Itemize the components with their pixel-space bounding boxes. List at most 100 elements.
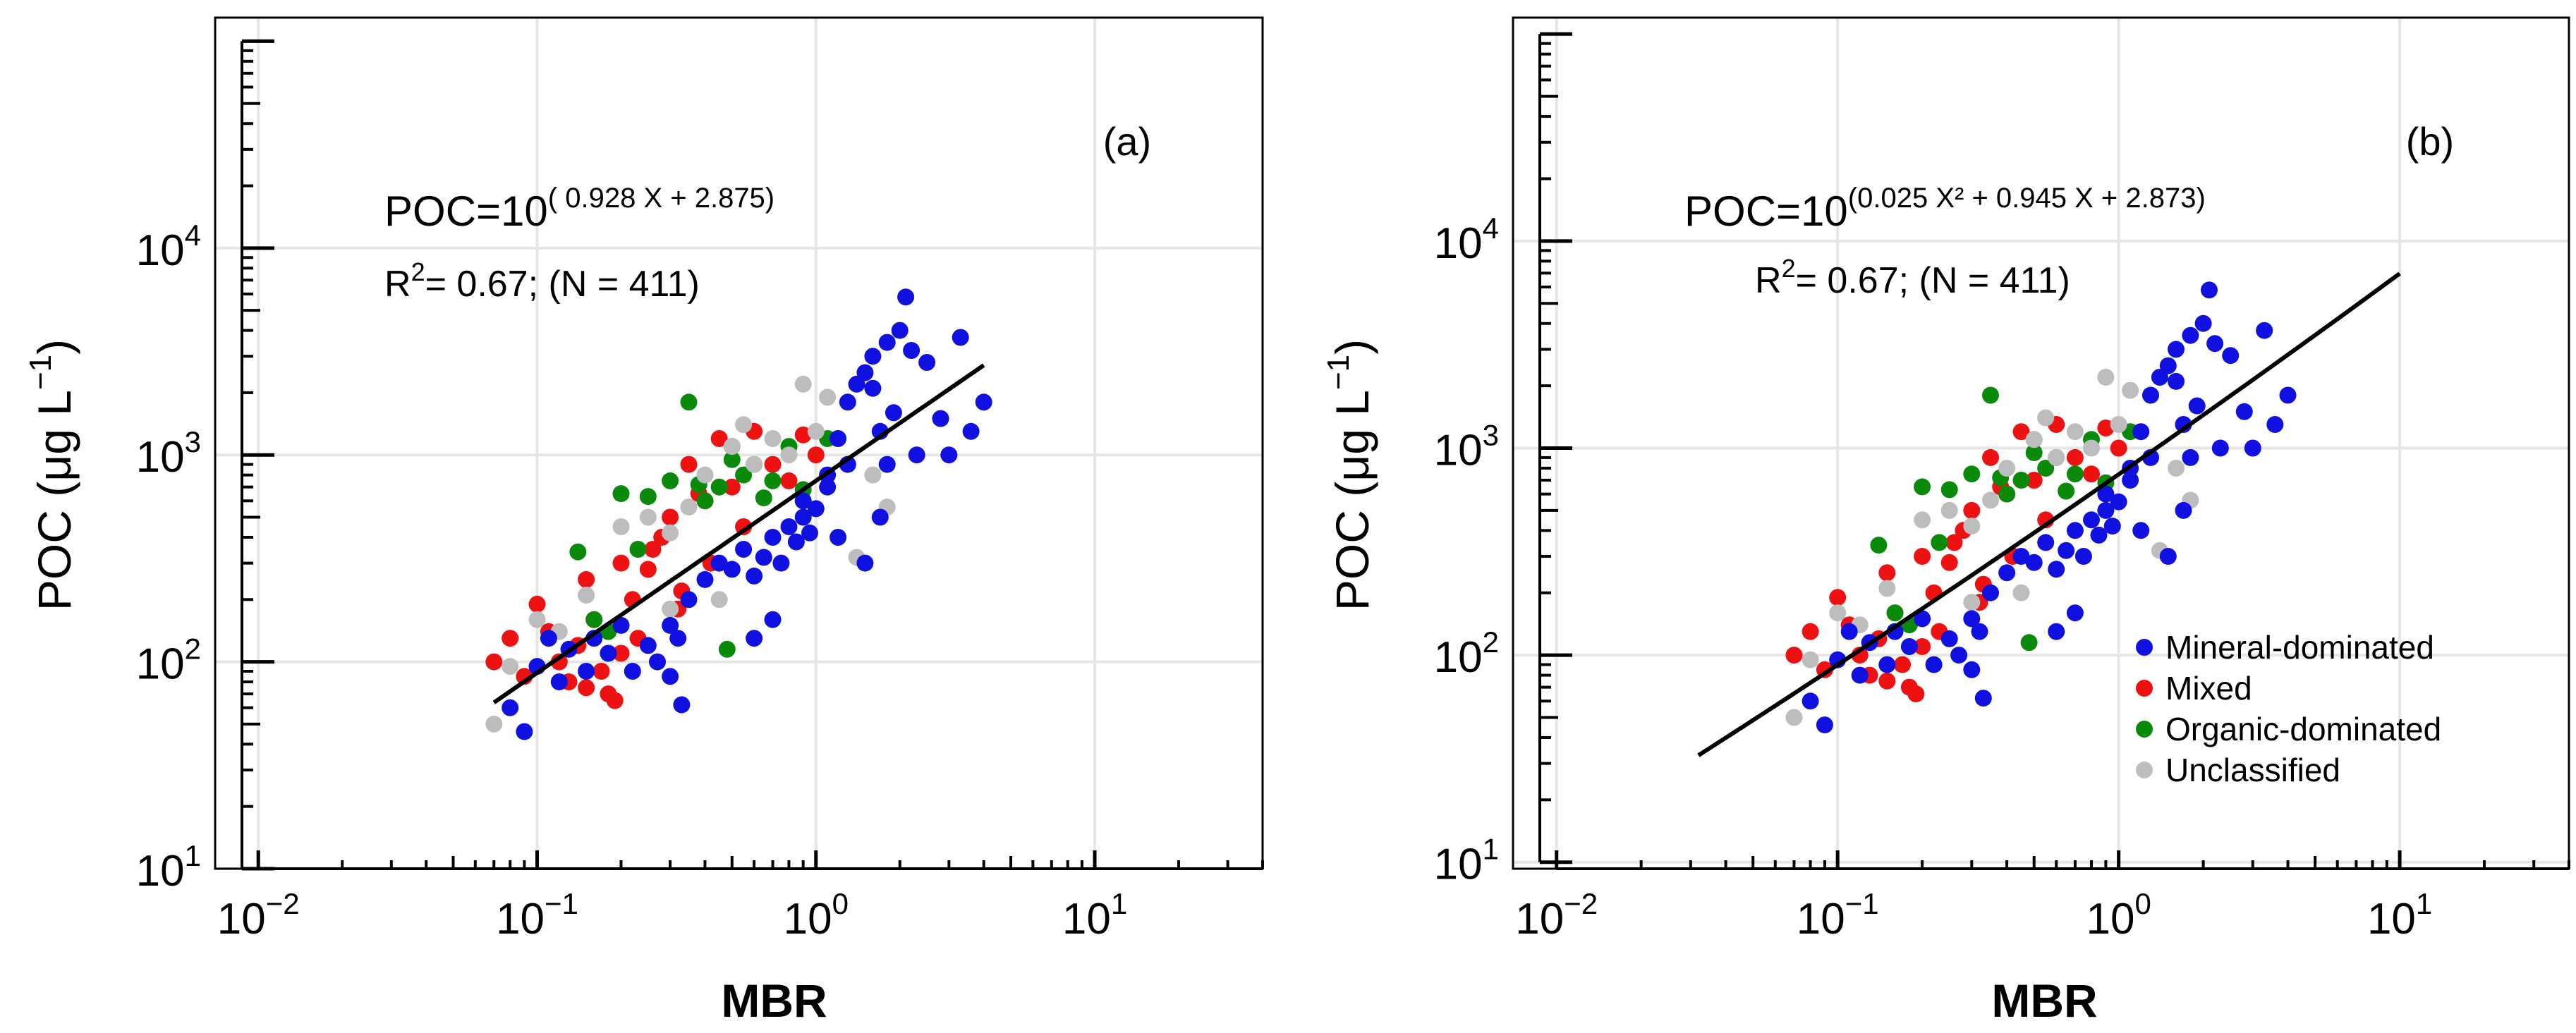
data-point-mineral <box>903 342 921 359</box>
data-point-unclassified <box>2037 409 2055 427</box>
data-point-organic <box>1914 478 1931 496</box>
data-point-mineral <box>2175 501 2192 519</box>
data-point-unclassified <box>764 430 782 447</box>
data-point-unclassified <box>710 591 728 609</box>
data-point-unclassified <box>662 524 679 542</box>
data-point-mixed <box>735 518 753 535</box>
data-point-mineral <box>735 541 753 558</box>
r2-sup-a: 2 <box>411 257 425 286</box>
data-point-organic <box>735 466 753 484</box>
data-point-unclassified <box>735 416 753 434</box>
data-point-mineral <box>673 696 691 714</box>
data-point-mineral <box>897 288 915 306</box>
data-point-unclassified <box>1829 604 1847 622</box>
data-point-unclassified <box>680 499 698 516</box>
data-point-unclassified <box>612 518 630 535</box>
legend-item-organic: Organic-dominated <box>2136 711 2441 747</box>
data-point-mixed <box>1785 647 1803 664</box>
data-point-mineral <box>764 529 782 546</box>
data-point-mineral <box>1950 647 1968 664</box>
data-point-mixed <box>606 692 624 709</box>
data-point-mineral <box>932 410 949 427</box>
data-point-unclassified <box>1982 491 1999 509</box>
data-point-mineral <box>2097 485 2115 503</box>
data-point-mixed <box>794 426 812 444</box>
data-point-mineral <box>871 508 889 526</box>
data-point-mineral <box>710 554 728 572</box>
data-point-mineral <box>2159 357 2177 374</box>
legend-marker-mixed <box>2136 680 2153 697</box>
data-point-organic <box>569 543 587 561</box>
data-point-organic <box>696 492 714 510</box>
data-point-mineral <box>1963 661 1981 678</box>
data-point-mineral <box>2279 386 2297 404</box>
data-point-mineral <box>830 430 847 447</box>
data-point-mineral <box>2097 501 2115 519</box>
data-point-mixed <box>502 630 519 647</box>
data-point-organic <box>2012 472 2030 489</box>
y-axis-title-close-b: ) <box>1326 339 1378 355</box>
legend-marker-mineral <box>2136 639 2153 656</box>
axes-b <box>1538 32 2570 870</box>
x-axis-title-a: MBR <box>721 974 827 1027</box>
data-point-unclassified <box>1940 501 1958 519</box>
data-point-mineral <box>2244 439 2261 457</box>
data-point-mineral <box>2266 416 2284 433</box>
data-point-unclassified <box>1998 460 2016 477</box>
tick-labels-a: 10−2 10−1 100 101 101 102 103 104 <box>136 219 1128 943</box>
data-point-mixed <box>2083 465 2100 483</box>
y-axis-title-sup-a: −1 <box>23 355 58 390</box>
data-point-mixed <box>1829 589 1847 606</box>
data-point-unclassified <box>2012 584 2030 601</box>
data-point-mineral <box>780 518 798 535</box>
data-point-mixed <box>680 456 698 473</box>
data-point-mixed <box>1802 623 1819 640</box>
data-point-unclassified <box>807 422 825 440</box>
equation-exponent-a: ( 0.928 X + 2.875) <box>548 183 774 214</box>
panel-label-a: (a) <box>1103 119 1151 164</box>
data-point-unclassified <box>1914 511 1931 529</box>
y-axis-title-sup-b: −1 <box>1321 355 1356 390</box>
equation-a: POC=10( 0.928 X + 2.875) <box>384 183 774 235</box>
r2-label-a: R2= 0.67; (N = 411) <box>384 257 700 305</box>
axes-a <box>241 39 1264 871</box>
data-point-mixed <box>1914 638 1931 655</box>
x-tick-label: 10−1 <box>496 887 578 943</box>
data-point-mineral <box>2048 561 2065 578</box>
data-point-unclassified <box>485 715 503 733</box>
panel-b: 10−2 10−1 100 101 101 102 103 104 (b) POC=10(0.… <box>1321 16 2570 1027</box>
data-point-mixed <box>710 430 728 447</box>
data-point-mineral <box>2182 448 2199 466</box>
grid-b <box>1513 18 2569 869</box>
data-point-mineral <box>2066 604 2084 622</box>
data-point-mineral <box>2012 548 2030 565</box>
data-point-mixed <box>639 561 657 578</box>
data-point-mineral <box>764 611 782 628</box>
data-point-mineral <box>540 630 557 647</box>
data-point-mineral <box>639 637 657 654</box>
y-axis-title-a: POC (μg L−1) <box>23 339 80 611</box>
y-axis-title-close-a: ) <box>28 339 80 355</box>
data-point-mixed <box>723 478 741 496</box>
data-point-mineral <box>2037 534 2055 551</box>
data-point-unclassified <box>696 466 714 484</box>
data-point-unclassified <box>2083 439 2100 457</box>
x-tick-label: 101 <box>1062 887 1127 943</box>
y-tick-label: 103 <box>136 425 201 482</box>
data-point-mineral <box>1998 564 2016 582</box>
data-point-mineral <box>649 653 666 671</box>
r2-rest-b: = 0.67; (N = 411) <box>1796 260 2070 301</box>
panel-label-b: (b) <box>2406 119 2454 164</box>
data-point-mixed <box>1878 564 1896 582</box>
data-point-mineral <box>2025 554 2043 571</box>
x-axis-title-b: MBR <box>1991 974 2097 1027</box>
x-tick-label: 101 <box>2367 887 2432 943</box>
r2-sup-b: 2 <box>1782 254 1796 283</box>
data-point-unclassified <box>864 466 882 484</box>
data-point-mineral <box>794 492 812 510</box>
panel-a: 10−2 10−1 100 101 101 102 103 104 (a) POC=10( 0… <box>23 16 1264 1027</box>
data-point-organic <box>1963 465 1981 483</box>
data-point-mineral <box>2074 548 2092 565</box>
data-point-mineral <box>1914 610 1931 628</box>
data-point-mineral <box>2058 542 2075 559</box>
